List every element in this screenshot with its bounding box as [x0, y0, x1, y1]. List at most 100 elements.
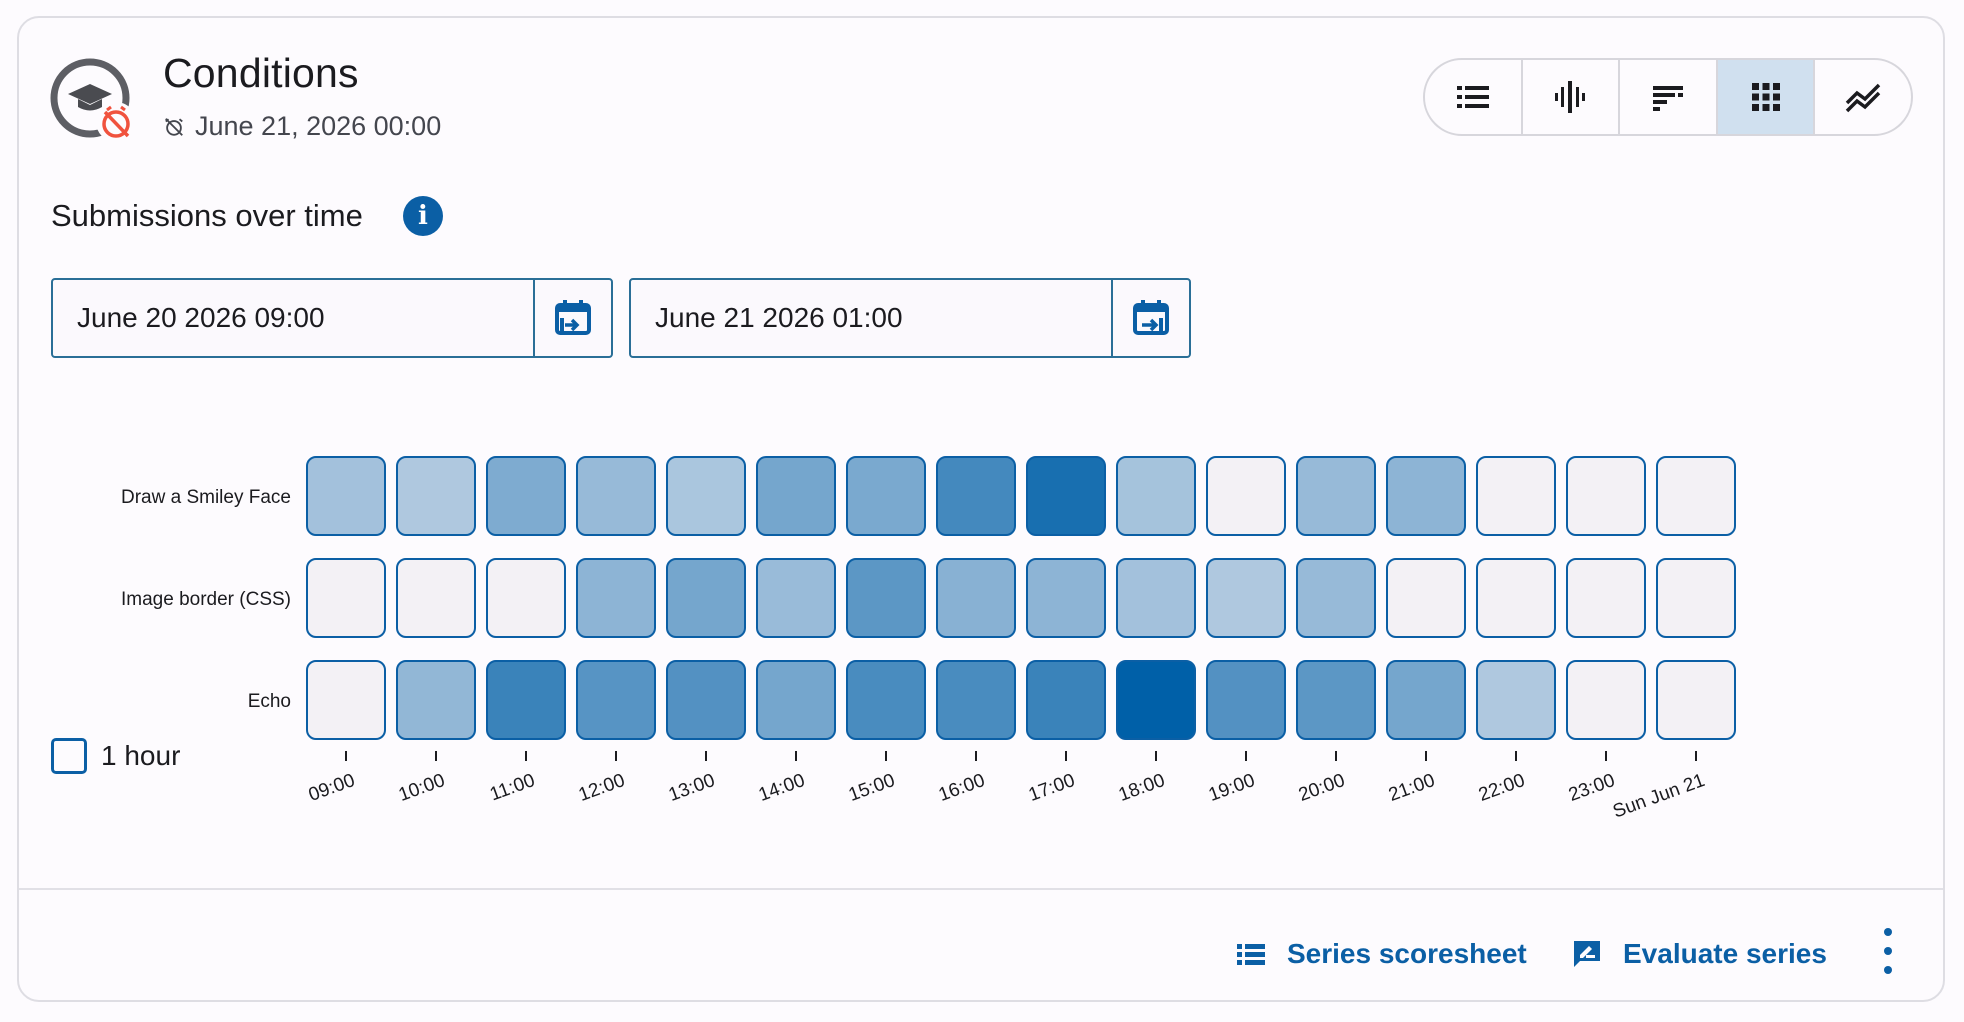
footer-divider: [19, 888, 1943, 890]
x-tick-label: 19:00: [1206, 770, 1258, 806]
x-tick-label: 17:00: [1026, 770, 1078, 806]
heatmap-cell[interactable]: [576, 558, 656, 638]
course-hat-icon: [50, 54, 142, 146]
submissions-heatmap: Draw a Smiley Face Image border (CSS) Echo…: [121, 456, 1736, 823]
deadline: June 21, 2026 00:00: [163, 111, 441, 142]
heatmap-cell[interactable]: [1206, 456, 1286, 536]
x-tick-label: 12:00: [576, 770, 628, 806]
heatmap-cell[interactable]: [846, 660, 926, 740]
one-hour-checkbox[interactable]: [51, 738, 87, 774]
heatmap-cell[interactable]: [306, 456, 386, 536]
info-icon[interactable]: i: [403, 196, 443, 236]
x-tick-label: 10:00: [396, 770, 448, 806]
heatmap-cell[interactable]: [936, 558, 1016, 638]
submissions-card: Conditions June 21, 2026 00:00: [17, 16, 1945, 1002]
heatmap-cell[interactable]: [1206, 660, 1286, 740]
deadline-text: June 21, 2026 00:00: [195, 111, 442, 141]
heatmap-cell[interactable]: [1386, 558, 1466, 638]
heatmap-cell[interactable]: [486, 558, 566, 638]
calendar-start-icon: [555, 300, 591, 335]
heatmap-cell[interactable]: [486, 660, 566, 740]
heatmap-cell[interactable]: [1116, 558, 1196, 638]
x-tick-label: 18:00: [1116, 770, 1168, 806]
heatmap-cell[interactable]: [576, 660, 656, 740]
row-label: Draw a Smiley Face: [121, 487, 291, 508]
row-label: Echo: [248, 691, 291, 712]
view-switcher: [1423, 58, 1913, 136]
heatmap-cell[interactable]: [1296, 456, 1376, 536]
heatmap-view-button[interactable]: [1717, 60, 1816, 134]
violin-view-button[interactable]: [1523, 60, 1621, 134]
list-icon: [1237, 944, 1265, 965]
heatmap-cell[interactable]: [306, 558, 386, 638]
violin-icon: [1555, 81, 1586, 113]
start-date-picker-button[interactable]: [533, 280, 611, 356]
start-date-value[interactable]: June 20 2026 09:00: [77, 302, 325, 333]
evaluate-series-button[interactable]: Evaluate series: [1571, 938, 1827, 970]
heatmap-cell[interactable]: [1566, 558, 1646, 638]
heatmap-cell[interactable]: [1026, 456, 1106, 536]
x-tick-label: 14:00: [756, 770, 808, 806]
list-icon: [1456, 86, 1489, 108]
heatmap-cell[interactable]: [756, 660, 836, 740]
heatmap-cell[interactable]: [1116, 660, 1196, 740]
heatmap-cell[interactable]: [1656, 660, 1736, 740]
heatmap-cell[interactable]: [576, 456, 656, 536]
section-title: Submissions over time: [51, 198, 363, 233]
heatmap-cell[interactable]: [936, 456, 1016, 536]
end-date-value[interactable]: June 21 2026 01:00: [655, 302, 903, 333]
x-tick-label: 11:00: [487, 770, 538, 806]
calendar-end-icon: [1133, 300, 1169, 335]
more-options-icon[interactable]: [1883, 928, 1893, 974]
x-tick-label: 13:00: [666, 770, 718, 806]
heatmap-cell[interactable]: [1296, 660, 1376, 740]
trend-lines-icon: [1845, 83, 1881, 113]
heatmap-cell[interactable]: [1386, 456, 1466, 536]
x-tick-label: 23:00: [1566, 770, 1618, 806]
heatmap-cell[interactable]: [486, 456, 566, 536]
heatmap-cell[interactable]: [756, 558, 836, 638]
heatmap-cell[interactable]: [846, 456, 926, 536]
grid-icon: [1751, 83, 1780, 111]
heatmap-cell[interactable]: [936, 660, 1016, 740]
heatmap-cell[interactable]: [756, 456, 836, 536]
heatmap-cell[interactable]: [666, 456, 746, 536]
rate-review-icon: [1574, 941, 1600, 967]
alarm-off-icon: [165, 117, 183, 136]
heatmap-cell[interactable]: [1026, 660, 1106, 740]
heatmap-cell[interactable]: [1476, 456, 1556, 536]
row-label: Image border (CSS): [121, 589, 291, 610]
x-tick-label: 20:00: [1296, 770, 1348, 806]
stacked-view-button[interactable]: [1620, 60, 1718, 134]
x-tick-label: 09:00: [306, 770, 358, 806]
heatmap-cell[interactable]: [1656, 558, 1736, 638]
heatmap-cell[interactable]: [306, 660, 386, 740]
heatmap-cell[interactable]: [1566, 660, 1646, 740]
timeline-view-button[interactable]: [1815, 60, 1911, 134]
heatmap-cell[interactable]: [1206, 558, 1286, 638]
heatmap-cell[interactable]: [1296, 558, 1376, 638]
x-tick-label: 15:00: [846, 770, 898, 806]
heatmap-cell[interactable]: [1116, 456, 1196, 536]
one-hour-toggle[interactable]: 1 hour: [51, 738, 180, 774]
series-scoresheet-label: Series scoresheet: [1287, 938, 1527, 969]
heatmap-cell[interactable]: [666, 558, 746, 638]
heatmap-cell[interactable]: [666, 660, 746, 740]
heatmap-cell[interactable]: [1566, 456, 1646, 536]
heatmap-cell[interactable]: [396, 456, 476, 536]
end-date-picker-button[interactable]: [1111, 280, 1189, 356]
series-scoresheet-button[interactable]: Series scoresheet: [1235, 938, 1527, 970]
heatmap-cell[interactable]: [846, 558, 926, 638]
sorted-bars-icon: [1652, 86, 1683, 111]
x-tick-label: 22:00: [1476, 770, 1528, 806]
heatmap-cell[interactable]: [396, 558, 476, 638]
heatmap-cell[interactable]: [1026, 558, 1106, 638]
end-date-field[interactable]: June 21 2026 01:00: [629, 278, 1191, 358]
start-date-field[interactable]: June 20 2026 09:00: [51, 278, 613, 358]
heatmap-cell[interactable]: [1476, 660, 1556, 740]
heatmap-cell[interactable]: [396, 660, 476, 740]
list-view-button[interactable]: [1425, 60, 1523, 134]
heatmap-cell[interactable]: [1386, 660, 1466, 740]
heatmap-cell[interactable]: [1656, 456, 1736, 536]
heatmap-cell[interactable]: [1476, 558, 1556, 638]
